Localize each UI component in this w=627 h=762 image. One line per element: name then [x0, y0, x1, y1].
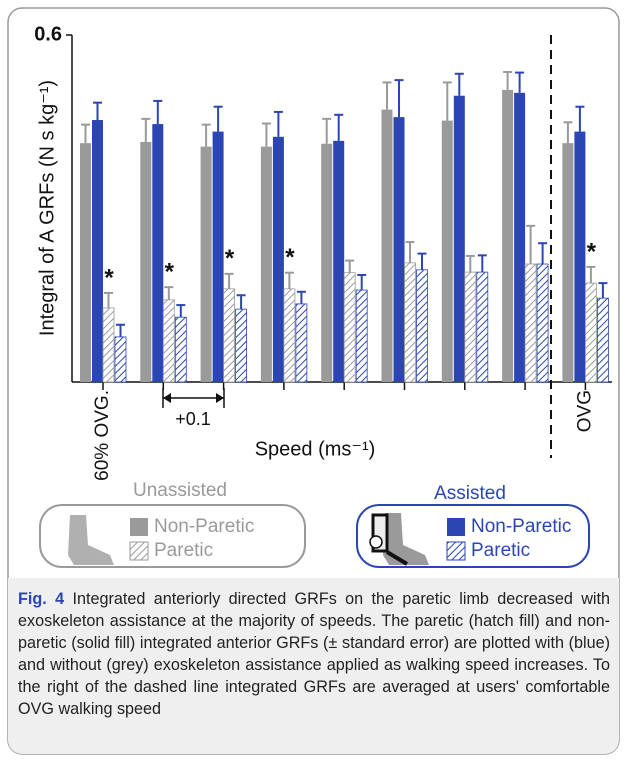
page: Integral of A GRFs (N s kg⁻¹) Speed (ms⁻…: [0, 0, 627, 762]
legend-swatch: [447, 542, 465, 560]
legend-label: Non-Paretic: [154, 516, 254, 537]
x-tick-label: 60% OVG.: [92, 390, 113, 481]
bar: [140, 142, 151, 382]
bar: [525, 264, 536, 382]
significance-marker: *: [587, 238, 597, 265]
y-tick-label: 0.6: [34, 23, 62, 45]
legend-label: Non-Paretic: [471, 516, 571, 537]
caption-text: Integrated anteriorly directed GRFs on t…: [18, 590, 610, 718]
bar: [92, 120, 103, 382]
significance-marker: *: [165, 258, 175, 285]
step-label: +0.1: [175, 409, 211, 429]
bar: [537, 264, 548, 382]
x-tick-label: OVG: [574, 390, 595, 432]
bar: [224, 289, 235, 382]
bar: [296, 304, 307, 382]
bar: [201, 147, 212, 382]
bar: [284, 289, 295, 382]
bar: [163, 300, 174, 382]
bar: [333, 141, 344, 382]
legend-title: Unassisted: [133, 480, 227, 501]
bar: [574, 132, 585, 382]
significance-marker: *: [225, 245, 235, 272]
bar: [382, 110, 393, 382]
bar: [321, 144, 332, 382]
bar: [417, 270, 428, 382]
significance-marker: *: [104, 264, 114, 291]
exo-motor: [370, 536, 382, 548]
bar: [597, 298, 608, 382]
legend-label: Paretic: [154, 540, 213, 561]
bar: [585, 283, 596, 382]
bar: [465, 272, 476, 382]
significance-marker: *: [285, 244, 295, 271]
bar: [115, 337, 126, 382]
bar: [236, 309, 247, 382]
legend-label: Paretic: [471, 540, 530, 561]
bar: [152, 124, 163, 382]
bar: [394, 117, 405, 382]
legend-title: Assisted: [434, 483, 506, 504]
bar: [213, 132, 224, 382]
bar: [103, 308, 114, 382]
legend-swatch: [130, 518, 148, 536]
bar: [502, 90, 513, 382]
bar: [356, 290, 367, 382]
y-axis-label: Integral of A GRFs (N s kg⁻¹): [36, 80, 58, 336]
bar: [477, 272, 488, 382]
x-axis-label: Speed (ms⁻¹): [255, 438, 376, 460]
bar: [562, 143, 573, 382]
bar: [80, 143, 91, 382]
bar: [405, 263, 416, 382]
bar: [344, 273, 355, 382]
bar: [175, 317, 186, 382]
bar: [514, 93, 525, 382]
bar: [261, 147, 272, 382]
bar: [442, 121, 453, 382]
bar: [273, 137, 284, 382]
legend-swatch: [130, 542, 148, 560]
caption-label: Fig. 4: [18, 590, 64, 608]
caption: Fig. 4 Integrated anteriorly directed GR…: [18, 588, 610, 720]
legend-swatch: [447, 518, 465, 536]
bar: [454, 96, 465, 382]
